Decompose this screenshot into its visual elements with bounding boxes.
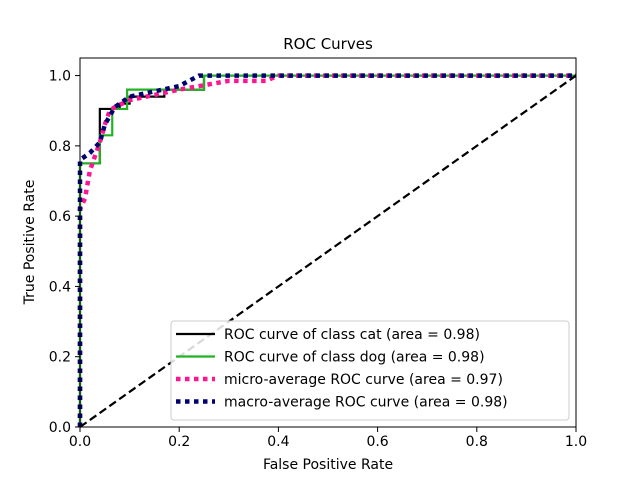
chance-line [79, 74, 577, 428]
x-tick-label: 0.8 [466, 434, 488, 450]
y-tick-label: 0.0 [49, 420, 71, 436]
x-tick-label: 0.6 [366, 434, 388, 450]
x-tick-label: 0.4 [267, 434, 289, 450]
y-tick-label: 1.0 [49, 69, 71, 85]
legend-label-0: ROC curve of class cat (area = 0.98) [224, 327, 480, 343]
x-tick-label: 0.0 [69, 434, 91, 450]
x-axis-label: False Positive Rate [263, 457, 393, 473]
y-tick-label: 0.2 [49, 350, 71, 366]
legend-box [170, 320, 570, 421]
x-axis-ticks: 0.0 0.2 0.4 0.6 0.8 1.0 [69, 427, 587, 450]
x-tick-label: 0.2 [168, 434, 190, 450]
legend: ROC curve of class cat (area = 0.98) ROC … [170, 320, 570, 421]
legend-label-1: ROC curve of class dog (area = 0.98) [224, 350, 485, 366]
y-tick-label: 0.8 [49, 139, 71, 155]
y-tick-label: 0.6 [49, 209, 71, 225]
y-tick-label: 0.4 [49, 279, 71, 295]
y-axis-ticks: 0.0 0.2 0.4 0.6 0.8 1.0 [49, 69, 80, 436]
chart-title: ROC Curves [283, 35, 373, 53]
legend-label-3: macro-average ROC curve (area = 0.98) [224, 395, 508, 411]
plot-frame [79, 57, 577, 428]
y-axis-label: True Positive Rate [22, 180, 38, 306]
x-tick-label: 1.0 [565, 434, 587, 450]
legend-label-2: micro-average ROC curve (area = 0.97) [224, 372, 503, 388]
